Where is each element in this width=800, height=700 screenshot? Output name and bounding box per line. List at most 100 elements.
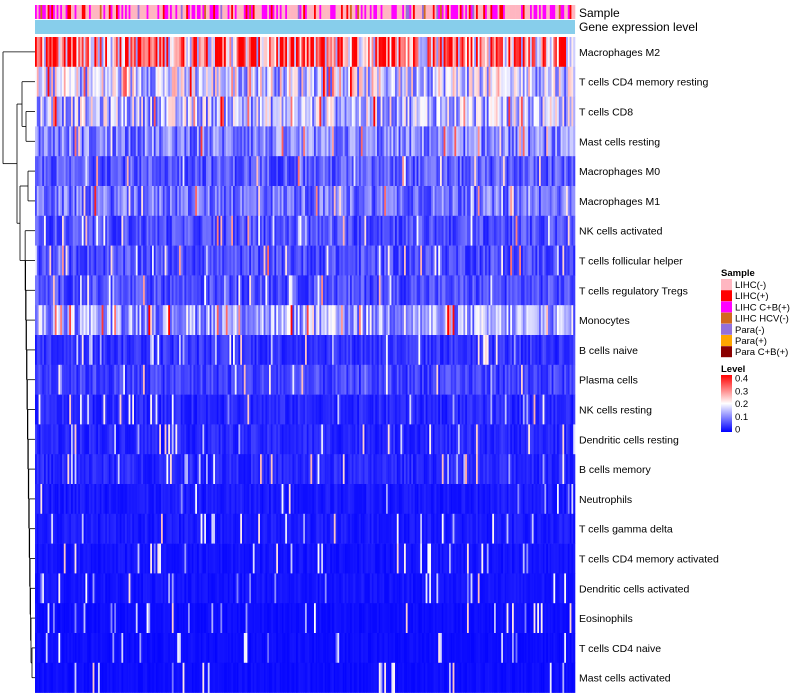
sample-track-cell [528,5,531,19]
sample-track-cell [564,5,567,19]
heatmap-cell [296,305,299,336]
heatmap-cell [76,37,79,68]
heatmap-cell [202,66,205,97]
heatmap-cell [562,66,565,97]
sample-track-cell [454,5,457,19]
heatmap-cell [328,215,331,246]
heatmap-cell [171,364,174,395]
heatmap-cell [305,215,308,246]
heatmap-cell [479,424,482,455]
heatmap-cell [54,245,57,276]
heatmap-cell [35,37,38,68]
heatmap-cell [184,335,187,366]
heatmap-cell [371,66,374,97]
heatmap-cell [315,156,318,187]
heatmap-cell [116,484,119,515]
heatmap-cell [353,454,356,485]
heatmap-cell [472,156,475,187]
heatmap-cell [121,364,124,395]
heatmap-cell [256,335,259,366]
heatmap-cell [333,215,336,246]
heatmap-cell [420,394,423,425]
heatmap-cell [440,126,443,157]
heatmap-cell [83,424,86,455]
heatmap-cell [276,126,279,157]
heatmap-cell [317,245,320,276]
heatmap-cell [85,335,88,366]
heatmap-cell [301,96,304,127]
heatmap-cell [362,66,365,97]
heatmap-cell [396,215,399,246]
heatmap-cell [179,245,182,276]
heatmap-cell [83,454,86,485]
heatmap-cell [197,156,200,187]
heatmap-cell [413,335,416,366]
heatmap-cell [128,275,131,306]
heatmap-cell [521,454,524,485]
heatmap-cell [290,66,293,97]
heatmap-cell [459,335,462,366]
heatmap-cell [251,424,254,455]
heatmap-cell [339,126,342,157]
heatmap-cell [143,156,146,187]
heatmap-cell [504,305,507,336]
heatmap-cell [440,186,443,217]
heatmap-cell [339,394,342,425]
heatmap-cell [476,215,479,246]
heatmap-cell [236,424,239,455]
heatmap-cell [265,335,268,366]
heatmap-cell [306,215,309,246]
heatmap-cell [330,66,333,97]
heatmap-cell [132,66,135,97]
heatmap-cell [371,126,374,157]
heatmap-cell [240,335,243,366]
heatmap-cell [184,424,187,455]
heatmap-cell [207,484,210,515]
heatmap-cell [81,424,84,455]
heatmap-cell [483,305,486,336]
heatmap-cell [53,245,56,276]
heatmap-cell [540,305,543,336]
heatmap-cell [54,424,57,455]
heatmap-cell [225,66,228,97]
heatmap-cell [58,424,61,455]
heatmap-cell [157,454,160,485]
heatmap-cell [326,454,329,485]
heatmap-cell [236,275,239,306]
heatmap-cell [38,96,41,127]
heatmap-cell [116,215,119,246]
heatmap-cell [152,394,155,425]
heatmap-cell [504,37,507,68]
heatmap-cell [567,424,570,455]
heatmap-cell [441,394,444,425]
heatmap-cell [94,96,97,127]
heatmap-cell [555,394,558,425]
heatmap-cell [562,454,565,485]
heatmap-cell [213,37,216,68]
heatmap-cell [276,454,279,485]
heatmap-cell [350,96,353,127]
heatmap-cell [49,156,52,187]
heatmap-cell [234,245,237,276]
heatmap-cell [368,454,371,485]
heatmap-cell [233,424,236,455]
heatmap-cell [272,424,275,455]
heatmap-cell [539,275,542,306]
sample-track-cell [463,5,466,19]
heatmap-cell [130,364,133,395]
heatmap-cell [312,156,315,187]
heatmap-cell [98,394,101,425]
heatmap-cell [449,305,452,336]
sample-track-cell [447,5,450,19]
heatmap-cell [63,335,66,366]
heatmap-cell [384,454,387,485]
sample-track-cell [404,5,407,19]
heatmap-cell [139,156,142,187]
heatmap-cell [51,96,54,127]
heatmap-cell [155,245,158,276]
sample-track-cell [557,5,560,19]
heatmap-cell [256,364,259,395]
heatmap-cell [351,364,354,395]
heatmap-cell [368,96,371,127]
heatmap-cell [233,364,236,395]
